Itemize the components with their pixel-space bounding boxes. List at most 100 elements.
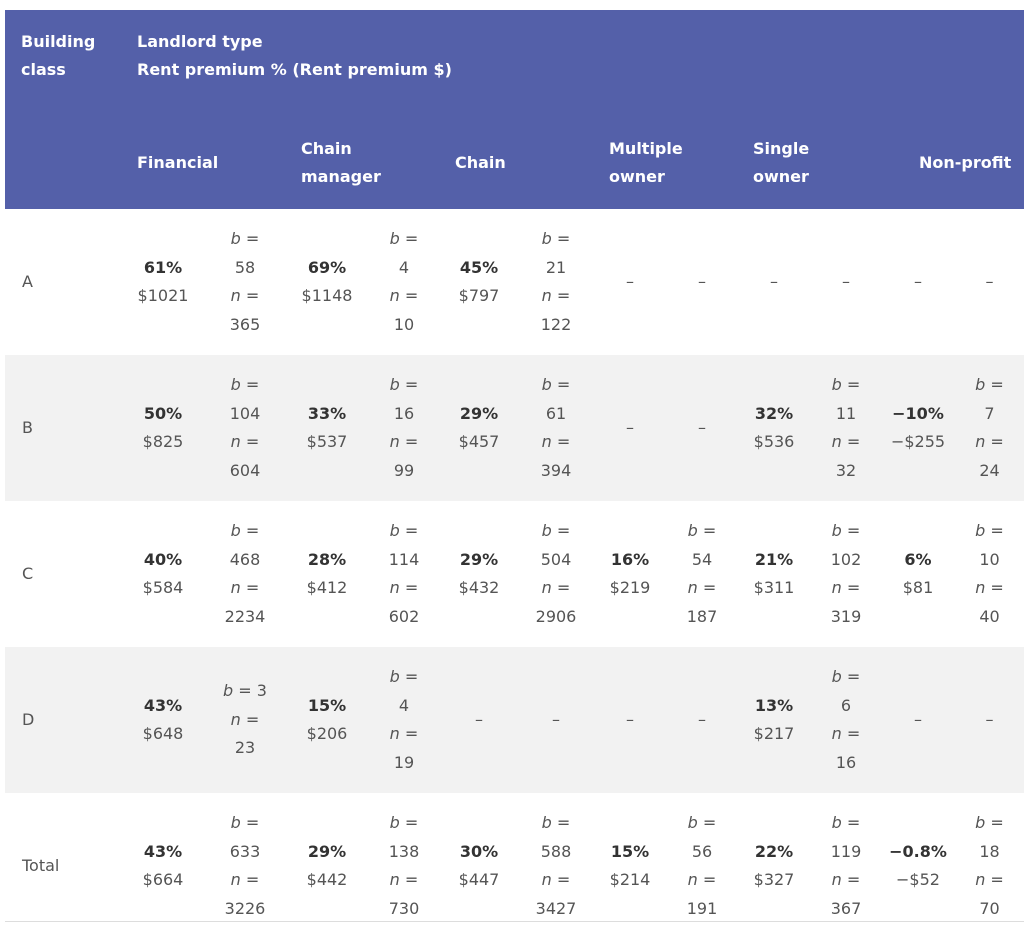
rent-premium-percent: 22% — [754, 841, 794, 861]
sample-stats-cell: b = 16 n = 99 — [369, 355, 439, 501]
equals-sign: = — [990, 375, 1004, 394]
rent-premium-cell: 29% $432 — [439, 501, 519, 647]
rent-premium-percent: 32% — [754, 403, 794, 423]
n-value: 16 — [835, 752, 857, 772]
rent-premium-cell: 15% $206 — [285, 647, 369, 793]
sample-stats-cell: b = 18 n = 70 — [955, 793, 1024, 939]
building-class-header: Building class — [5, 10, 121, 117]
b-label: b — [541, 813, 552, 832]
empty-header-cell — [5, 117, 121, 209]
rent-premium-dollars: $442 — [306, 870, 348, 889]
rent-premium-dollars: −$52 — [896, 870, 940, 889]
rent-premium-dollars: $206 — [306, 724, 348, 743]
equals-sign: = — [404, 375, 419, 394]
sample-stats-cell: b = 7 n = 24 — [955, 355, 1024, 501]
equals-sign: = — [238, 681, 252, 701]
rent-premium-percent: 30% — [459, 841, 499, 861]
rent-premium-dollars: $825 — [142, 432, 184, 451]
rent-premium-dollars: $81 — [902, 578, 934, 597]
n-value: 3226 — [224, 898, 266, 918]
b-label: b — [687, 521, 698, 540]
building-class-cell: B — [5, 355, 121, 501]
n-label: n — [389, 870, 400, 889]
rent-premium-dollars: $219 — [609, 578, 651, 597]
b-value: 58 — [234, 257, 256, 277]
b-label: b — [389, 667, 400, 686]
equals-sign: = — [245, 521, 260, 540]
rent-premium-dollars: $537 — [306, 432, 348, 451]
rent-premium-cell: 69% $1148 — [285, 209, 369, 355]
equals-sign: = — [702, 870, 717, 889]
sample-stats-cell: b = 21 n = 122 — [519, 209, 593, 355]
b-value: 633 — [229, 841, 261, 861]
col-financial: Financial — [121, 117, 285, 209]
n-label: n — [975, 578, 986, 597]
equals-sign: = — [245, 432, 260, 451]
rent-premium-dollars: $217 — [753, 724, 795, 743]
equals-sign: = — [404, 521, 419, 540]
empty-value-dash: – — [955, 647, 1024, 793]
equals-sign: = — [846, 375, 861, 394]
equals-sign: = — [556, 432, 571, 451]
rent-premium-cell: 29% $442 — [285, 793, 369, 939]
rent-premium-percent: 15% — [307, 695, 347, 715]
rent-premium-dollars: −$255 — [890, 432, 946, 451]
rent-premium-cell: 43% $648 — [121, 647, 205, 793]
n-label: n — [389, 432, 400, 451]
rent-premium-cell: 15% $214 — [593, 793, 667, 939]
n-value: 394 — [540, 460, 572, 480]
landlord-type-label: Landlord type — [137, 32, 263, 51]
n-label: n — [687, 870, 698, 889]
b-label: b — [389, 813, 400, 832]
rent-premium-cell: 13% $217 — [737, 647, 811, 793]
n-label: n — [389, 724, 400, 743]
col-chain: Chain — [439, 117, 593, 209]
equals-sign: = — [990, 578, 1004, 597]
equals-sign: = — [556, 375, 571, 394]
n-label: n — [230, 432, 241, 451]
rent-premium-dollars: $447 — [458, 870, 500, 889]
b-label: b — [831, 521, 842, 540]
b-value: 61 — [545, 403, 567, 423]
rent-premium-percent: 16% — [610, 549, 650, 569]
rent-premium-dollars: $536 — [753, 432, 795, 451]
rent-premium-percent: 45% — [459, 257, 499, 277]
equals-sign: = — [556, 286, 571, 305]
n-value: 2906 — [535, 606, 577, 626]
n-label: n — [831, 432, 842, 451]
b-value: 6 — [840, 695, 852, 715]
rent-premium-cell: 21% $311 — [737, 501, 811, 647]
equals-sign: = — [245, 813, 260, 832]
b-value: 21 — [545, 257, 567, 277]
n-label: n — [831, 578, 842, 597]
rent-premium-cell: 16% $219 — [593, 501, 667, 647]
b-label: b — [975, 521, 986, 540]
equals-sign: = — [245, 709, 260, 729]
empty-value-dash: – — [593, 647, 667, 793]
rent-premium-percent: 43% — [143, 695, 183, 715]
rent-premium-dollars: $584 — [142, 578, 184, 597]
b-label: b — [831, 813, 842, 832]
empty-value-dash: – — [698, 271, 706, 291]
empty-value-dash: – — [519, 647, 593, 793]
n-label: n — [541, 578, 552, 597]
n-label: n — [541, 432, 552, 451]
equals-sign: = — [846, 521, 861, 540]
rent-premium-percent: −0.8% — [889, 841, 947, 861]
empty-value-dash: – — [914, 271, 922, 291]
n-label: n — [230, 578, 241, 597]
rent-premium-percent: 50% — [143, 403, 183, 423]
n-value: 32 — [835, 460, 857, 480]
b-value: 504 — [540, 549, 572, 569]
n-value: 3427 — [535, 898, 577, 918]
sample-stats-cell: b = 61 n = 394 — [519, 355, 593, 501]
sample-stats-cell: b = 54 n = 187 — [667, 501, 737, 647]
table-bottom-border — [5, 921, 1024, 922]
b-label: b — [975, 813, 986, 832]
n-label: n — [831, 724, 842, 743]
rent-premium-percent: 29% — [459, 549, 499, 569]
rent-premium-table: Building class Landlord type Rent premiu… — [5, 10, 1024, 939]
b-value: 7 — [984, 403, 995, 423]
rent-premium-dollars: $797 — [458, 286, 500, 305]
